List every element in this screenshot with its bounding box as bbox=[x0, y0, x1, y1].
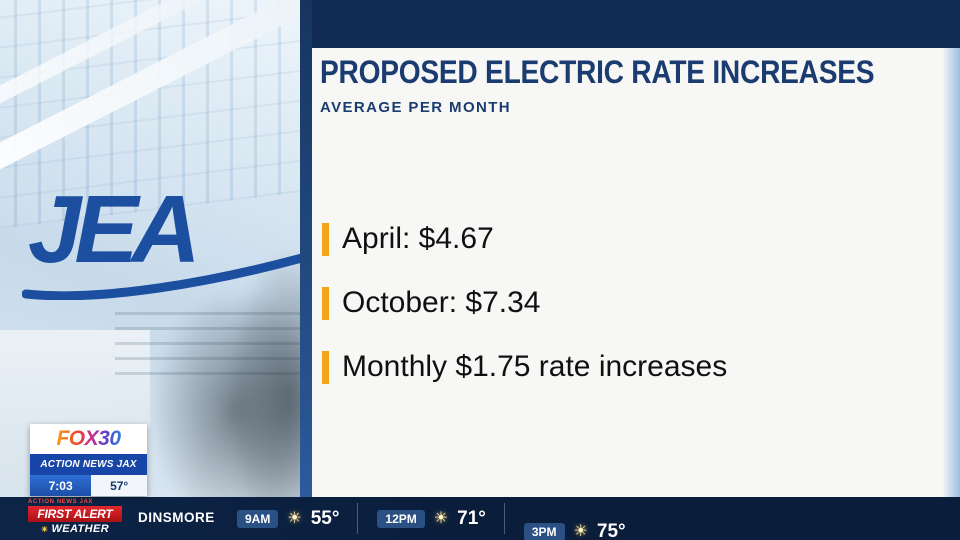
forecast-segment: 12PM ☀ 71° bbox=[358, 497, 505, 540]
weather-label: WEATHER bbox=[51, 523, 110, 535]
bullet-list: April: $4.67 October: $7.34 Monthly $1.7… bbox=[322, 222, 727, 384]
jea-wordmark: JEA bbox=[28, 176, 201, 283]
forecast-time: 3PM bbox=[523, 522, 565, 540]
forecast-location: DINSMORE bbox=[138, 510, 215, 525]
station-tagline: ACTION NEWS JAX bbox=[40, 459, 137, 470]
bullet-marker bbox=[322, 350, 329, 384]
forecast-time: 12PM bbox=[377, 509, 425, 528]
bullet-text: October: $7.34 bbox=[342, 286, 541, 319]
forecast-temp: 55° bbox=[310, 507, 340, 529]
segment-divider bbox=[357, 503, 359, 534]
station-logo: FOX30 bbox=[30, 424, 147, 454]
station-time-temp-bar: 7:03 57° bbox=[30, 475, 147, 496]
page-subtitle: AVERAGE PER MONTH bbox=[320, 98, 512, 116]
forecast-temp: 71° bbox=[457, 507, 486, 529]
bullet-marker bbox=[322, 222, 329, 256]
station-tagline-bar: ACTION NEWS JAX bbox=[30, 454, 147, 475]
first-alert-label: FIRST ALERT bbox=[28, 506, 122, 522]
content-panel: PROPOSED ELECTRIC RATE INCREASES AVERAGE… bbox=[300, 0, 960, 497]
sun-icon: ☀ bbox=[573, 522, 588, 540]
station-bug: FOX30 ACTION NEWS JAX 7:03 57° bbox=[30, 424, 147, 496]
first-alert-weather-logo: ACTION NEWS JAX FIRST ALERT ☀ WEATHER bbox=[28, 499, 122, 535]
forecast-segments: 9AM ☀ 55° 12PM ☀ 71° 3PM ☀ 75° bbox=[218, 497, 645, 540]
list-item: October: $7.34 bbox=[322, 286, 727, 320]
forecast-segment: 3PM ☀ 75° bbox=[505, 510, 645, 540]
forecast-segment: 9AM ☀ 55° bbox=[218, 497, 359, 540]
weather-label-row: ☀ WEATHER bbox=[28, 522, 122, 535]
foliage bbox=[225, 250, 302, 497]
jea-swoosh-icon bbox=[22, 253, 302, 300]
station-brand: FOX30 bbox=[56, 427, 121, 450]
list-item: April: $4.67 bbox=[322, 222, 727, 256]
bullet-marker bbox=[322, 286, 329, 320]
panel-right-gradient bbox=[942, 0, 960, 497]
forecast-temp: 75° bbox=[596, 520, 626, 540]
weather-ticker: ACTION NEWS JAX FIRST ALERT ☀ WEATHER DI… bbox=[0, 497, 960, 540]
segment-divider bbox=[503, 503, 505, 534]
panel-top-band bbox=[300, 0, 960, 48]
sun-icon: ☀ bbox=[40, 524, 49, 534]
panel-left-strip bbox=[300, 0, 312, 497]
clock-time: 7:03 bbox=[30, 475, 92, 496]
bullet-text: Monthly $1.75 rate increases bbox=[342, 350, 728, 383]
panel-header: PROPOSED ELECTRIC RATE INCREASES AVERAGE… bbox=[320, 54, 950, 116]
list-item: Monthly $1.75 rate increases bbox=[322, 350, 727, 384]
page-title: PROPOSED ELECTRIC RATE INCREASES bbox=[320, 54, 875, 90]
forecast-time: 9AM bbox=[237, 509, 279, 528]
current-temp: 57° bbox=[91, 475, 147, 496]
jea-logo: JEA sm bbox=[22, 176, 302, 302]
network-micro-label: ACTION NEWS JAX bbox=[28, 499, 94, 505]
sun-icon: ☀ bbox=[433, 509, 449, 527]
background-photo: JEA sm bbox=[0, 0, 302, 497]
sun-icon: ☀ bbox=[287, 509, 302, 527]
bullet-text: April: $4.67 bbox=[342, 222, 494, 255]
